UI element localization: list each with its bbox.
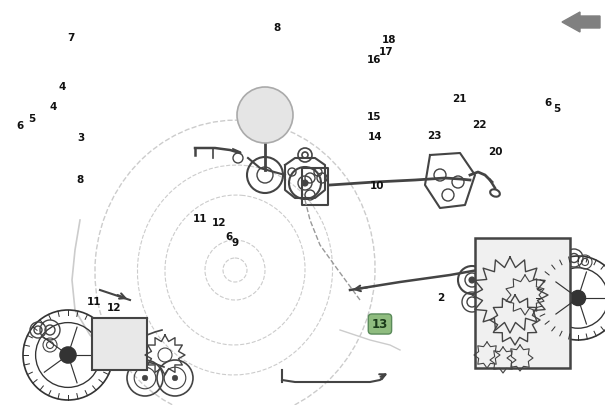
Circle shape [102, 337, 108, 343]
Text: 15: 15 [367, 113, 381, 122]
Text: 14: 14 [368, 132, 382, 142]
Text: 3: 3 [77, 133, 84, 143]
Text: 8: 8 [273, 23, 281, 32]
Text: 17: 17 [379, 47, 393, 57]
Text: 12: 12 [106, 303, 121, 313]
Text: 18: 18 [382, 35, 396, 45]
Text: 4: 4 [58, 82, 65, 92]
Polygon shape [474, 342, 500, 368]
FancyArrow shape [562, 12, 600, 32]
Polygon shape [507, 345, 533, 371]
Text: 10: 10 [370, 181, 384, 191]
Polygon shape [472, 257, 548, 333]
Text: 22: 22 [473, 120, 487, 130]
Text: 20: 20 [488, 147, 502, 157]
Text: 21: 21 [453, 94, 467, 104]
Text: 5: 5 [28, 115, 35, 124]
Text: 16: 16 [367, 55, 381, 65]
Circle shape [469, 277, 475, 283]
Text: 2: 2 [437, 293, 444, 303]
Bar [92, 318, 147, 370]
Text: 13: 13 [372, 318, 388, 330]
Text: 5: 5 [553, 104, 560, 114]
Text: 23: 23 [427, 131, 442, 141]
Circle shape [237, 87, 293, 143]
Polygon shape [490, 295, 540, 345]
Text: 6: 6 [16, 121, 24, 130]
Circle shape [142, 375, 148, 381]
Text: 8: 8 [77, 175, 84, 185]
Text: 7: 7 [68, 34, 75, 43]
Text: 4: 4 [50, 102, 57, 112]
Text: 12: 12 [212, 218, 226, 228]
Circle shape [571, 290, 586, 305]
Circle shape [502, 287, 518, 303]
Circle shape [172, 375, 178, 381]
Text: 6: 6 [544, 98, 551, 108]
Bar [475, 238, 570, 368]
Polygon shape [490, 347, 516, 373]
Circle shape [302, 180, 308, 186]
Text: 11: 11 [192, 214, 207, 224]
Text: 11: 11 [87, 297, 101, 307]
Text: 9: 9 [231, 238, 238, 248]
Circle shape [257, 102, 273, 118]
Text: 6: 6 [225, 232, 232, 242]
Circle shape [60, 347, 76, 363]
